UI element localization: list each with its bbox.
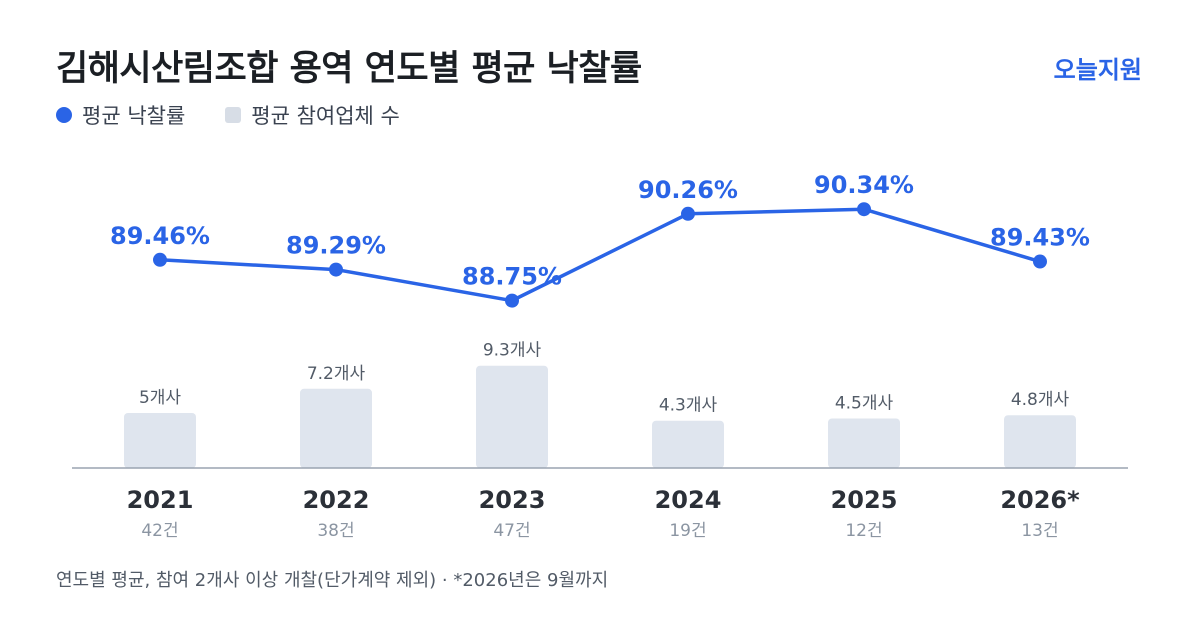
legend-rate-label: 평균 낙찰률	[82, 104, 186, 128]
brand-logo: 오늘지원	[1053, 56, 1142, 84]
x-tick-label: 2024	[655, 486, 722, 514]
rate-label: 88.75%	[462, 263, 562, 291]
x-tick-sublabel: 42건	[141, 521, 178, 541]
rate-line	[158, 207, 1042, 303]
rate-point	[153, 252, 167, 267]
legend-dot-icon	[56, 107, 72, 123]
rate-point	[857, 202, 871, 217]
x-tick-sublabel: 12건	[845, 521, 882, 541]
rate-label: 89.43%	[990, 224, 1090, 252]
x-tick-sublabel: 47건	[493, 521, 530, 541]
legend-bidders-label: 평균 참여업체 수	[251, 104, 400, 128]
bar-label: 5개사	[139, 388, 181, 408]
x-tick-label: 2021	[127, 486, 194, 514]
x-tick-label: 2023	[479, 486, 546, 514]
rate-label: 90.26%	[638, 176, 738, 204]
rate-point	[681, 206, 695, 221]
legend-item-rate: 평균 낙찰률	[56, 100, 185, 130]
legend-item-bidders: 평균 참여업체 수	[225, 100, 400, 130]
rate-label: 89.46%	[110, 222, 210, 250]
bar-label: 4.8개사	[1011, 390, 1070, 410]
bar-2026	[1004, 415, 1076, 468]
chart-title: 김해시산림조합 용역 연도별 평균 낙찰률	[56, 49, 642, 89]
rate-point	[505, 293, 519, 308]
bar-label: 7.2개사	[307, 364, 366, 384]
bar-2021	[124, 413, 196, 468]
rate-label: 89.29%	[286, 232, 386, 260]
x-tick-sublabel: 19건	[669, 521, 706, 541]
bar-label: 4.5개사	[835, 394, 894, 414]
bar-2025	[828, 418, 900, 468]
footnote: 연도별 평균, 참여 2개사 이상 개찰(단가계약 제외) · *2026년은 …	[56, 570, 609, 591]
bar-label: 9.3개사	[483, 341, 542, 361]
x-tick-sublabel: 13건	[1021, 521, 1058, 541]
bar-2024	[652, 420, 724, 468]
rate-point	[329, 262, 343, 277]
x-tick-label: 2025	[831, 486, 898, 514]
rate-label: 90.34%	[814, 171, 914, 199]
x-tick-sublabel: 38건	[317, 521, 354, 541]
x-tick-label: 2026*	[1000, 486, 1080, 514]
bar-2022	[300, 388, 372, 468]
legend: 평균 낙찰률 평균 참여업체 수	[56, 100, 440, 130]
bar-2023	[476, 365, 548, 468]
x-tick-label: 2022	[303, 486, 370, 514]
rate-point	[1033, 254, 1047, 269]
legend-square-icon	[225, 107, 242, 123]
bar-label: 4.3개사	[659, 396, 718, 416]
